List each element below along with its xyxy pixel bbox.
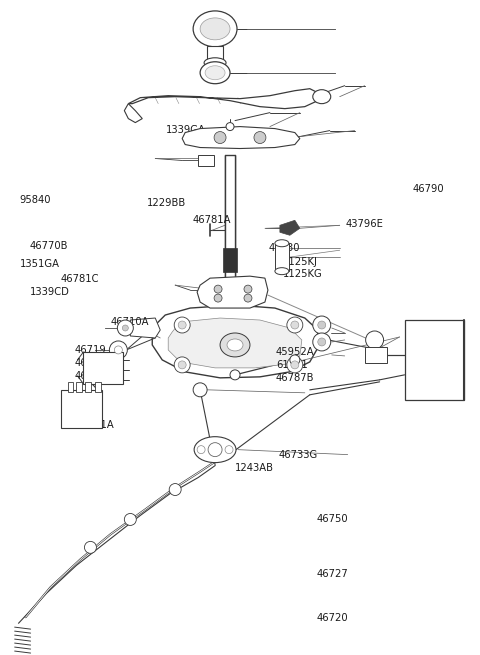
Text: 46710A: 46710A	[111, 317, 149, 328]
Bar	[85, 382, 91, 392]
Circle shape	[109, 341, 127, 359]
Ellipse shape	[220, 333, 250, 357]
Polygon shape	[197, 276, 268, 308]
Circle shape	[291, 361, 299, 369]
Text: 46730: 46730	[269, 243, 300, 253]
Circle shape	[318, 321, 326, 329]
Bar	[405, 320, 464, 400]
Circle shape	[174, 317, 190, 333]
Bar	[60, 390, 102, 428]
Circle shape	[291, 321, 299, 329]
Text: 1351GA: 1351GA	[20, 259, 60, 269]
Text: 46750: 46750	[317, 514, 348, 524]
Circle shape	[225, 445, 233, 454]
Text: 46720: 46720	[317, 613, 348, 623]
Circle shape	[197, 445, 205, 454]
Polygon shape	[130, 318, 160, 338]
Ellipse shape	[200, 18, 230, 40]
Circle shape	[114, 346, 122, 354]
Circle shape	[122, 325, 128, 331]
Text: 1339CD: 1339CD	[29, 287, 69, 297]
Ellipse shape	[205, 66, 225, 80]
Circle shape	[174, 357, 190, 373]
Text: 46725: 46725	[75, 371, 107, 381]
Polygon shape	[182, 126, 300, 149]
Text: 1125KG: 1125KG	[283, 269, 323, 279]
Circle shape	[214, 294, 222, 302]
Text: 46790: 46790	[412, 184, 444, 194]
Ellipse shape	[194, 437, 236, 462]
Circle shape	[226, 122, 234, 130]
Text: 46727: 46727	[317, 569, 348, 580]
Ellipse shape	[275, 268, 289, 274]
Text: 1125KJ: 1125KJ	[283, 257, 318, 267]
Text: 1339GA: 1339GA	[166, 125, 206, 136]
Polygon shape	[280, 220, 300, 235]
Ellipse shape	[227, 339, 243, 351]
Polygon shape	[128, 88, 320, 109]
Circle shape	[214, 132, 226, 143]
Text: 46770B: 46770B	[29, 241, 68, 251]
Polygon shape	[168, 318, 302, 368]
Text: 43796E: 43796E	[345, 219, 383, 229]
Circle shape	[244, 285, 252, 293]
Circle shape	[169, 483, 181, 496]
Text: 46733: 46733	[75, 358, 107, 368]
Ellipse shape	[193, 11, 237, 47]
Text: 46787B: 46787B	[276, 373, 314, 383]
Circle shape	[178, 321, 186, 329]
Circle shape	[244, 294, 252, 302]
Circle shape	[117, 320, 133, 336]
Circle shape	[287, 317, 303, 333]
Circle shape	[366, 331, 384, 349]
Text: 46781C: 46781C	[60, 274, 99, 284]
Bar	[68, 382, 73, 392]
Text: 1229BB: 1229BB	[147, 198, 186, 208]
Bar	[223, 248, 237, 272]
Ellipse shape	[200, 62, 230, 84]
Circle shape	[208, 443, 222, 457]
Text: 95761A: 95761A	[75, 421, 114, 430]
Bar	[365, 347, 386, 363]
Bar	[225, 155, 235, 295]
Circle shape	[313, 316, 331, 334]
Circle shape	[290, 355, 300, 365]
Ellipse shape	[275, 240, 289, 247]
Ellipse shape	[313, 90, 331, 103]
Circle shape	[193, 383, 207, 397]
Bar	[275, 243, 289, 271]
Circle shape	[254, 132, 266, 143]
Polygon shape	[152, 305, 318, 378]
Text: 95840: 95840	[20, 195, 51, 205]
Text: 61861: 61861	[276, 360, 308, 370]
Bar	[84, 352, 123, 384]
Bar	[96, 382, 101, 392]
Circle shape	[287, 357, 303, 373]
Circle shape	[313, 333, 331, 351]
Text: 46733G: 46733G	[278, 450, 318, 460]
Bar	[207, 46, 223, 64]
Text: 46781A: 46781A	[192, 215, 230, 225]
Circle shape	[318, 338, 326, 346]
Circle shape	[84, 542, 96, 553]
Circle shape	[178, 361, 186, 369]
Text: 45952A: 45952A	[276, 347, 314, 358]
Circle shape	[214, 285, 222, 293]
Bar	[76, 382, 83, 392]
Text: 46719: 46719	[75, 345, 107, 356]
Circle shape	[124, 514, 136, 525]
Bar	[198, 155, 214, 166]
Ellipse shape	[204, 58, 226, 67]
Text: 1243AB: 1243AB	[235, 463, 274, 473]
Polygon shape	[124, 103, 142, 122]
Circle shape	[230, 370, 240, 380]
